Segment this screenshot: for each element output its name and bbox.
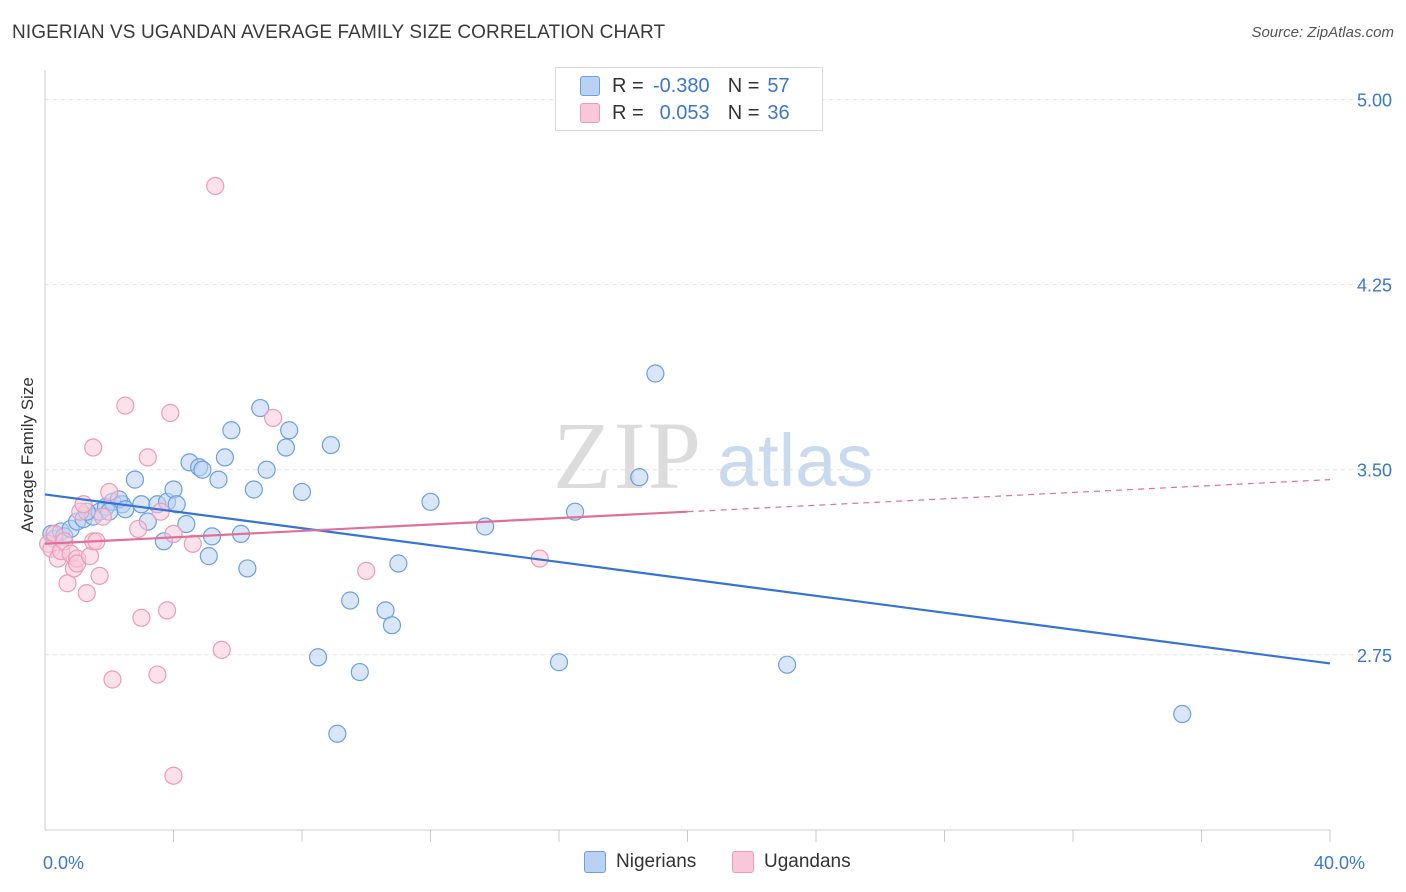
point-nigerians (630, 468, 649, 487)
series-legend: Nigerians Ugandans (0, 851, 1406, 879)
series-swatch-nigerians (584, 851, 606, 873)
trend-extension-ugandans (687, 479, 1331, 513)
trend-line-ugandans (44, 510, 688, 545)
point-nigerians (257, 460, 276, 479)
series-label-nigerians: Nigerians (616, 851, 697, 872)
series-swatch-ugandans (732, 851, 754, 873)
point-nigerians (238, 559, 257, 578)
point-ugandans (129, 519, 148, 539)
x-tick-label: 40.0% (1314, 853, 1365, 873)
legend-n-value: 57 (767, 74, 790, 97)
point-ugandans (100, 482, 119, 502)
legend-r-label: R = (612, 101, 644, 124)
point-nigerians (565, 502, 585, 521)
data-points (39, 176, 1192, 785)
point-ugandans (164, 524, 183, 543)
point-ugandans (151, 502, 170, 521)
point-nigerians (382, 616, 402, 635)
point-nigerians (308, 648, 328, 667)
y-axis-label: Average Family Size (18, 377, 37, 533)
legend-n-label: N = (727, 74, 760, 97)
point-nigerians (177, 514, 196, 534)
point-ugandans (206, 176, 225, 196)
point-nigerians (276, 438, 296, 457)
point-nigerians (1173, 704, 1192, 724)
point-nigerians (389, 554, 408, 573)
point-ugandans (357, 561, 376, 581)
point-nigerians (280, 421, 299, 440)
watermark-zip: ZIP (553, 402, 703, 509)
point-ugandans (263, 408, 283, 428)
source-credit: Source: ZipAtlas.com (1251, 24, 1394, 41)
point-ugandans (77, 584, 96, 603)
point-nigerians (222, 421, 241, 440)
trend-lines (44, 479, 1331, 665)
point-ugandans (90, 566, 109, 585)
point-nigerians (193, 460, 212, 479)
point-nigerians (244, 480, 263, 499)
y-tick-label: 5.00 (1357, 91, 1392, 111)
axes (44, 70, 1331, 842)
point-ugandans (116, 396, 135, 415)
point-ugandans (132, 608, 151, 627)
x-tick-label: 0.0% (43, 853, 84, 873)
point-ugandans (161, 403, 180, 423)
point-ugandans (183, 534, 202, 553)
point-nigerians (328, 724, 347, 743)
legend-r-value: 0.053 (659, 101, 710, 124)
point-ugandans (212, 640, 231, 659)
legend-swatch-ugandans (580, 103, 600, 123)
point-ugandans (84, 438, 103, 457)
legend-r-value: -0.380 (652, 74, 710, 97)
point-nigerians (321, 435, 341, 455)
point-nigerians (350, 662, 369, 682)
point-nigerians (164, 480, 183, 499)
point-nigerians (549, 653, 569, 672)
point-nigerians (646, 364, 665, 383)
point-nigerians (341, 591, 360, 610)
legend-n-label: N = (727, 101, 760, 124)
point-nigerians (199, 547, 218, 566)
point-ugandans (148, 665, 167, 684)
point-ugandans (157, 601, 177, 620)
tick-labels: 2.75 3.50 4.25 5.00 0.0% 40.0% (43, 91, 1392, 873)
y-tick-label: 2.75 (1357, 646, 1392, 666)
point-nigerians (251, 398, 270, 418)
correlation-legend: R = -0.380 N = 57 R = 0.053 N = 36 (555, 67, 823, 131)
trend-line-nigerians (44, 493, 1331, 665)
point-nigerians (132, 495, 151, 514)
series-label-ugandans: Ugandans (764, 851, 851, 872)
y-tick-label: 3.50 (1357, 461, 1392, 481)
legend-swatch-nigerians (580, 76, 600, 96)
point-nigerians (209, 470, 228, 489)
series-legend-nigerians[interactable]: Nigerians (584, 851, 696, 873)
y-tick-label: 4.25 (1357, 276, 1392, 296)
point-nigerians (292, 482, 312, 502)
watermark-atlas: atlas (717, 419, 874, 502)
point-nigerians (215, 448, 234, 467)
series-legend-ugandans[interactable]: Ugandans (732, 851, 851, 873)
point-ugandans (93, 507, 112, 526)
point-ugandans (138, 448, 157, 467)
point-nigerians (125, 470, 145, 489)
legend-row-ugandans: R = 0.053 N = 36 (580, 100, 790, 126)
point-nigerians (777, 655, 797, 674)
point-ugandans (103, 670, 122, 689)
legend-row-nigerians: R = -0.380 N = 57 (580, 73, 790, 99)
legend-n-value: 36 (767, 101, 790, 124)
point-nigerians (421, 492, 440, 511)
chart-title: NIGERIAN VS UGANDAN AVERAGE FAMILY SIZE … (12, 22, 666, 43)
point-ugandans (164, 766, 183, 785)
legend-r-label: R = (612, 74, 644, 97)
